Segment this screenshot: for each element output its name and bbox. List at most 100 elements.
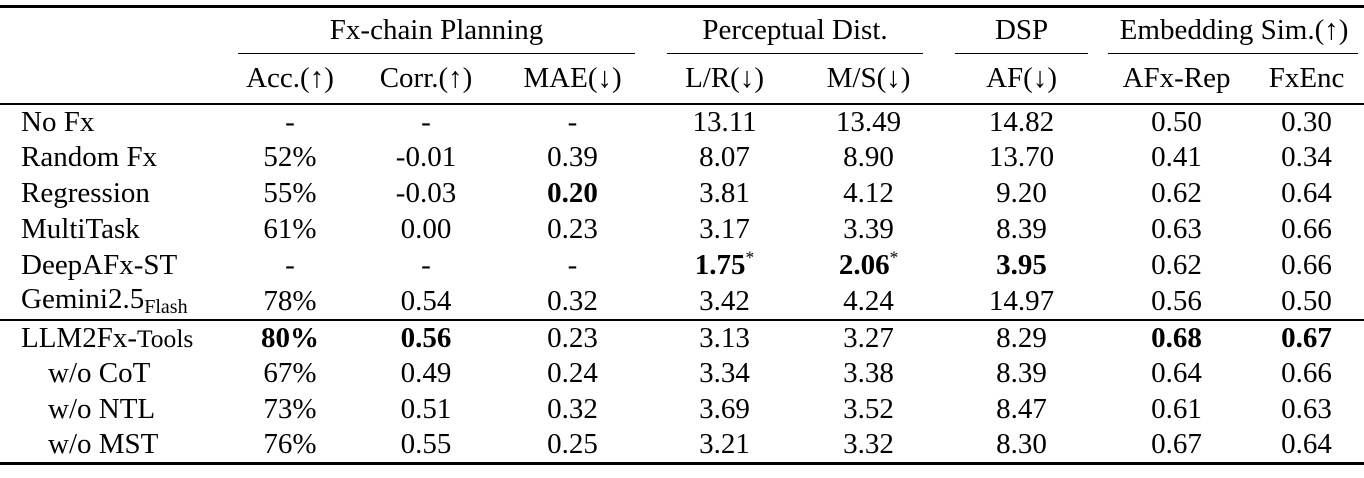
row-label: Regression bbox=[0, 176, 222, 212]
cell-value: 0.50 bbox=[1151, 105, 1202, 138]
data-cell: 0.67 bbox=[1104, 428, 1249, 464]
cell-value: 0.25 bbox=[547, 428, 598, 461]
data-cell: 3.38 bbox=[798, 356, 939, 392]
cell-value: 0.56 bbox=[400, 321, 452, 354]
row-label-text: DeepAFx-ST bbox=[21, 249, 178, 281]
cell-value: 78% bbox=[263, 284, 317, 317]
data-cell: 13.70 bbox=[939, 140, 1104, 176]
cell-value: 0.64 bbox=[1151, 357, 1202, 389]
cell-value: 0.64 bbox=[1281, 428, 1332, 461]
col-header-lr: L/R(↓) bbox=[651, 53, 799, 105]
col-header-acc: Acc.(↑) bbox=[222, 53, 358, 105]
data-cell: 0.64 bbox=[1249, 428, 1364, 464]
data-cell: 0.32 bbox=[494, 392, 651, 428]
row-label: No Fx bbox=[0, 104, 222, 140]
cell-value: 0.24 bbox=[547, 357, 598, 389]
cell-value: 0.55 bbox=[400, 428, 452, 461]
data-cell: 0.23 bbox=[494, 212, 651, 248]
table-row: Regression 55% -0.03 0.20 3.81 4.12 9.20 0.62 0.… bbox=[0, 176, 1364, 212]
table-row: No Fx - - - 13.11 13.49 14.82 0.50 0.30 bbox=[0, 104, 1364, 140]
data-cell: 0.66 bbox=[1249, 248, 1364, 284]
cell-value: 73% bbox=[263, 393, 317, 425]
cell-value: 0.54 bbox=[400, 284, 452, 317]
data-cell: 0.56 bbox=[1104, 284, 1249, 320]
cell-value: 0.56 bbox=[1151, 284, 1202, 317]
cell-value: 3.42 bbox=[699, 284, 750, 317]
data-cell: 0.64 bbox=[1104, 356, 1249, 392]
cell-value: 13.49 bbox=[835, 105, 902, 138]
data-cell: 3.32 bbox=[798, 428, 939, 464]
data-cell: 0.63 bbox=[1249, 392, 1364, 428]
cell-value: 8.90 bbox=[843, 141, 894, 173]
cell-value: 4.12 bbox=[843, 177, 894, 209]
data-cell: 3.69 bbox=[651, 392, 798, 428]
data-cell: 0.63 bbox=[1104, 212, 1249, 248]
cell-value: 3.81 bbox=[699, 177, 750, 209]
cell-value: 0.49 bbox=[400, 357, 452, 389]
data-cell: 0.51 bbox=[358, 392, 494, 428]
data-cell: 13.49 bbox=[798, 104, 939, 140]
cell-value: 2.06 bbox=[838, 249, 890, 281]
data-cell: 80% bbox=[222, 318, 358, 356]
table-body-baselines: No Fx - - -13.11 13.49 14.82 0.50 0.30 Random Fx… bbox=[0, 104, 1364, 320]
significance-asterisk: * bbox=[889, 247, 899, 268]
table-row: w/o MST 76% 0.55 0.25 3.21 3.32 8.30 0.67 0.64 bbox=[0, 428, 1364, 464]
cell-value: 4.24 bbox=[843, 284, 894, 317]
cell-value: 3.32 bbox=[843, 428, 894, 461]
row-label-subscript: Flash bbox=[144, 295, 188, 318]
group-header-label: Perceptual Dist. bbox=[702, 14, 888, 47]
data-cell: 13.11 bbox=[651, 104, 798, 140]
data-cell: 8.29 bbox=[939, 318, 1105, 356]
data-cell: 0.34 bbox=[1249, 140, 1364, 176]
row-label: LLM2Fx-Tools bbox=[0, 318, 222, 356]
cell-value: 3.34 bbox=[699, 357, 750, 389]
data-cell: 0.25 bbox=[494, 428, 651, 464]
data-cell: 3.17 bbox=[651, 212, 798, 248]
data-cell: 0.55 bbox=[358, 428, 494, 464]
col-header-corr: Corr.(↑) bbox=[358, 53, 494, 105]
table-row: DeepAFx-ST - - -1.75* 2.06* 3.95 0.62 0.66 bbox=[0, 248, 1364, 284]
cell-value: 3.39 bbox=[843, 213, 894, 245]
col-header-afx-rep: AFx-Rep bbox=[1104, 53, 1250, 105]
cell-value: 3.27 bbox=[843, 321, 894, 354]
data-cell: 0.30 bbox=[1249, 104, 1364, 140]
cell-value: 52% bbox=[263, 141, 317, 173]
data-cell: 3.81 bbox=[651, 176, 798, 212]
corner-cell bbox=[0, 7, 222, 54]
data-cell: 4.12 bbox=[798, 176, 939, 212]
significance-asterisk: * bbox=[745, 247, 755, 268]
cell-value: - bbox=[567, 249, 578, 281]
data-cell: 3.34 bbox=[651, 356, 798, 392]
cell-value: 0.67 bbox=[1281, 321, 1332, 354]
cell-value: 13.11 bbox=[692, 105, 757, 138]
group-header-row: Fx-chain Planning Perceptual Dist. DSP E… bbox=[0, 7, 1364, 54]
data-cell: 4.24 bbox=[798, 284, 939, 320]
cell-value: 0.63 bbox=[1281, 393, 1332, 425]
cell-value: 14.82 bbox=[988, 105, 1055, 138]
row-label-text: w/o CoT bbox=[48, 357, 151, 389]
cell-value: 0.00 bbox=[400, 213, 452, 245]
data-cell: 0.56 bbox=[358, 318, 494, 356]
data-cell: 3.27 bbox=[798, 318, 940, 356]
results-table: Fx-chain Planning Perceptual Dist. DSP E… bbox=[0, 5, 1364, 465]
cell-value: 0.39 bbox=[547, 141, 598, 173]
data-cell: 0.64 bbox=[1249, 176, 1364, 212]
group-header-label: Embedding Sim.(↑) bbox=[1119, 14, 1349, 47]
row-label: MultiTask bbox=[0, 212, 222, 248]
cell-value: 61% bbox=[263, 213, 317, 245]
table-header: Fx-chain Planning Perceptual Dist. DSP E… bbox=[0, 7, 1364, 105]
cell-value: 0.41 bbox=[1151, 141, 1202, 173]
data-cell: 14.97 bbox=[939, 284, 1104, 320]
group-underline bbox=[667, 52, 924, 54]
data-cell: 0.66 bbox=[1249, 212, 1364, 248]
row-label: DeepAFx-ST bbox=[0, 248, 222, 284]
data-cell: 0.54 bbox=[358, 284, 494, 320]
cell-value: 8.29 bbox=[996, 321, 1047, 354]
data-cell: 67% bbox=[222, 356, 358, 392]
data-cell: 1.75* bbox=[651, 248, 798, 284]
data-cell: - bbox=[358, 248, 494, 284]
row-label-text: LLM2Fx- bbox=[21, 321, 137, 354]
cell-value: 3.21 bbox=[699, 428, 750, 461]
row-label: w/o MST bbox=[0, 428, 222, 464]
